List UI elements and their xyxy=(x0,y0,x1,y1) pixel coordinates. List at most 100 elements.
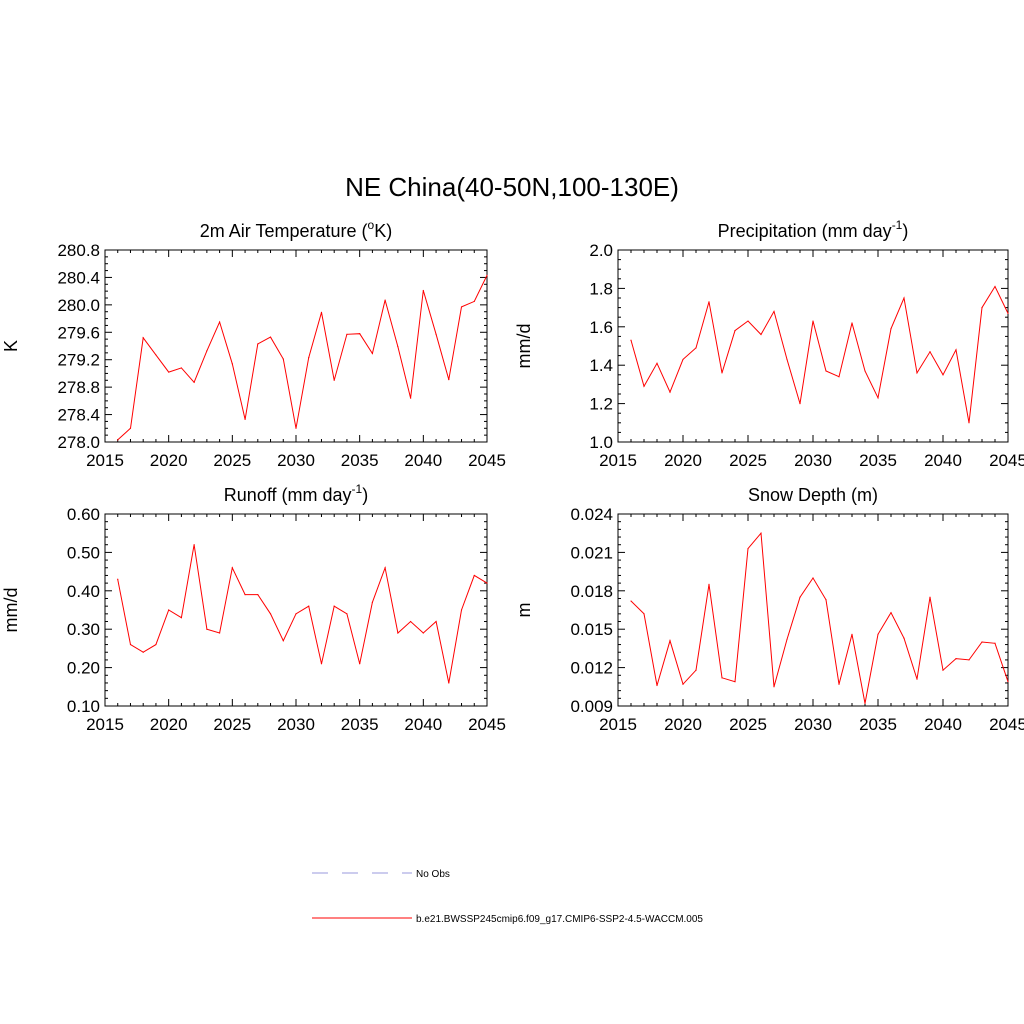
data-point xyxy=(333,605,335,607)
data-point xyxy=(877,397,879,399)
data-point xyxy=(747,547,749,550)
data-point xyxy=(656,684,658,687)
y-axis-label-snow-depth: m xyxy=(514,603,534,618)
data-point xyxy=(864,702,866,705)
y-tick-label: 0.015 xyxy=(570,620,613,639)
panel-title-suffix: K) xyxy=(374,221,392,241)
data-point xyxy=(193,381,195,383)
data-point xyxy=(630,600,632,602)
data-point xyxy=(371,352,373,355)
data-point xyxy=(955,349,957,351)
data-point xyxy=(473,300,475,303)
x-tick-label: 2020 xyxy=(150,715,188,734)
data-point xyxy=(656,362,658,364)
y-axis-label-runoff: mm/d xyxy=(1,588,21,633)
data-point xyxy=(812,577,814,579)
data-point xyxy=(760,333,762,336)
chart-panel-snow-depth: Snow Depth (m) m 2015 2020 2025 2030 2035 2040 2… xyxy=(514,485,1024,734)
x-tick-label: 2025 xyxy=(213,715,251,734)
data-point xyxy=(206,628,208,630)
series-line-snow-depth xyxy=(630,531,1009,704)
data-point xyxy=(282,358,284,360)
data-point xyxy=(257,594,259,596)
data-point xyxy=(643,613,645,615)
data-point xyxy=(968,422,970,424)
data-point xyxy=(180,367,182,369)
y-tick-label: 280.4 xyxy=(57,268,100,287)
data-point xyxy=(916,678,918,680)
data-point xyxy=(929,351,931,353)
panel-title-superscript: o xyxy=(368,218,375,232)
data-point xyxy=(155,354,157,356)
y-tick-label: 1.2 xyxy=(589,395,613,414)
y-axis-label-air-temperature: K xyxy=(1,340,21,352)
x-tick-label: 2045 xyxy=(468,715,506,734)
y-tick-label: 278.4 xyxy=(57,406,100,425)
data-point xyxy=(968,659,970,661)
series-line-precipitation xyxy=(630,285,1009,423)
data-point xyxy=(773,310,775,313)
data-point xyxy=(643,385,645,387)
data-point xyxy=(410,397,412,399)
legend-label-no-obs: No Obs xyxy=(416,869,450,880)
data-point xyxy=(786,638,788,641)
y-tick-label: 280.0 xyxy=(57,296,100,315)
y-tick-label: 279.6 xyxy=(57,323,100,342)
y-tick-label: 2.0 xyxy=(589,241,613,260)
data-point xyxy=(219,321,221,323)
data-point xyxy=(422,289,424,292)
y-tick-label: 0.50 xyxy=(67,543,100,562)
data-point xyxy=(448,682,450,684)
data-point xyxy=(333,379,335,381)
data-point xyxy=(359,663,361,665)
panel-title-precipitation: Precipitation (mm day-1) xyxy=(718,218,909,241)
data-point xyxy=(486,274,488,276)
chart-panel-precipitation: Precipitation (mm day-1) mm/d 2015 2020 2025… xyxy=(514,218,1024,470)
y-tick-label: 0.009 xyxy=(570,697,613,716)
x-tick-label: 2030 xyxy=(794,715,832,734)
legend-entry-no-obs: No Obs xyxy=(312,869,450,880)
y-tick-label: 278.0 xyxy=(57,433,100,452)
panel-title-text: 2m Air Temperature ( xyxy=(200,221,368,241)
chart-panel-air-temperature: 2m Air Temperature (oK) K 2015 2020 2025 2030… xyxy=(1,218,506,470)
x-tick-label: 2030 xyxy=(277,451,315,470)
x-tick-label: 2015 xyxy=(86,715,124,734)
data-point xyxy=(903,637,905,639)
data-point xyxy=(371,601,373,603)
y-tick-label: 280.8 xyxy=(57,241,100,260)
x-tick-label: 2035 xyxy=(859,451,897,470)
data-point xyxy=(721,372,723,374)
data-point xyxy=(384,299,386,301)
y-tick-label: 0.20 xyxy=(67,659,100,678)
data-point xyxy=(295,613,297,615)
x-tick-label: 2035 xyxy=(859,715,897,734)
data-point xyxy=(955,658,957,660)
data-point xyxy=(734,330,736,332)
data-point xyxy=(269,613,272,615)
series-line-air-temperature xyxy=(117,275,488,441)
data-point xyxy=(193,544,195,546)
data-point xyxy=(890,328,892,330)
x-tick-label: 2020 xyxy=(664,451,702,470)
data-point xyxy=(308,357,310,359)
data-point xyxy=(269,336,272,338)
x-tick-label: 2040 xyxy=(404,715,442,734)
data-point xyxy=(851,322,853,324)
data-point xyxy=(786,358,788,361)
data-point xyxy=(799,596,801,598)
y-tick-label: 0.30 xyxy=(67,620,100,639)
data-point xyxy=(877,633,879,635)
panel-title-superscript: -1 xyxy=(892,218,903,232)
x-tick-label: 2015 xyxy=(86,451,124,470)
panel-title-superscript: -1 xyxy=(352,482,363,496)
data-point xyxy=(838,683,840,685)
legend-entry-model: b.e21.BWSSP245cmip6.f09_g17.CMIP6-SSP2-4… xyxy=(312,914,703,925)
data-point xyxy=(734,681,736,683)
series-line-runoff xyxy=(117,544,488,684)
x-tick-label: 2025 xyxy=(729,451,767,470)
data-point xyxy=(435,620,437,623)
data-point xyxy=(129,643,132,646)
data-point xyxy=(397,346,399,348)
data-point xyxy=(486,582,488,584)
